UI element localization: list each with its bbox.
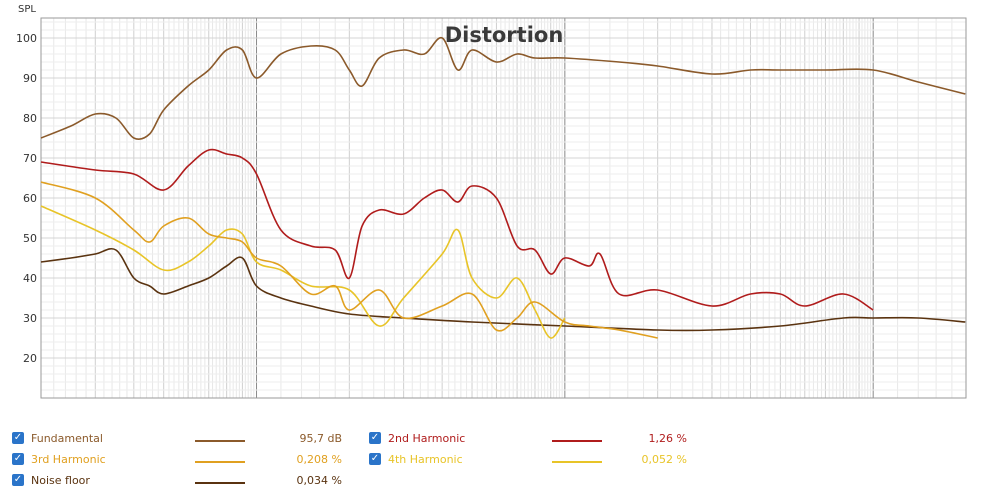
grid-lines bbox=[40, 17, 967, 399]
legend-value-2nd-harmonic: 1,26 % bbox=[648, 432, 687, 445]
legend-swatch-3rd-harmonic bbox=[195, 461, 245, 463]
y-tick-label: 20 bbox=[23, 352, 37, 365]
series-line-noise-floor bbox=[40, 247, 966, 332]
legend-label-2nd-harmonic: 2nd Harmonic bbox=[388, 432, 466, 445]
y-tick-label: 40 bbox=[23, 272, 37, 285]
checkbox-4th-harmonic[interactable]: ✓ bbox=[369, 453, 381, 465]
checkbox-2nd-harmonic[interactable]: ✓ bbox=[369, 432, 381, 444]
legend-swatch-fundamental bbox=[195, 440, 245, 442]
chart-title: Distortion bbox=[445, 23, 564, 47]
legend-item-2nd-harmonic[interactable]: ✓ 2nd Harmonic 1,26 % bbox=[369, 430, 709, 448]
chart-svg: 2030405060708090100203040506070801002003… bbox=[16, 4, 987, 421]
legend-value-3rd-harmonic: 0,208 % bbox=[296, 453, 342, 466]
legend-label-4th-harmonic: 4th Harmonic bbox=[388, 453, 463, 466]
checkbox-3rd-harmonic[interactable]: ✓ bbox=[12, 453, 24, 465]
checkbox-noise-floor[interactable]: ✓ bbox=[12, 474, 24, 486]
legend-swatch-2nd-harmonic bbox=[552, 440, 602, 442]
y-tick-label: 90 bbox=[23, 72, 37, 85]
y-tick-label: 30 bbox=[23, 312, 37, 325]
series-line-3rd-harmonic bbox=[40, 181, 658, 339]
legend-value-noise-floor: 0,034 % bbox=[296, 474, 342, 487]
legend-item-4th-harmonic[interactable]: ✓ 4th Harmonic 0,052 % bbox=[369, 451, 709, 469]
legend-value-fundamental: 95,7 dB bbox=[299, 432, 342, 445]
legend-item-fundamental[interactable]: ✓ Fundamental 95,7 dB bbox=[12, 430, 352, 448]
y-tick-label: 70 bbox=[23, 152, 37, 165]
series-line-fundamental bbox=[40, 37, 966, 140]
series-line-2nd-harmonic bbox=[40, 148, 874, 311]
legend-item-noise-floor[interactable]: ✓ Noise floor 0,034 % bbox=[12, 472, 352, 490]
legend-label-noise-floor: Noise floor bbox=[31, 474, 90, 487]
checkbox-fundamental[interactable]: ✓ bbox=[12, 432, 24, 444]
legend-label-3rd-harmonic: 3rd Harmonic bbox=[31, 453, 106, 466]
y-tick-label: 60 bbox=[23, 192, 37, 205]
y-tick-label: 80 bbox=[23, 112, 37, 125]
y-axis-label: SPL bbox=[18, 4, 36, 15]
legend-label-fundamental: Fundamental bbox=[31, 432, 103, 445]
y-tick-label: 50 bbox=[23, 232, 37, 245]
series-lines bbox=[40, 37, 966, 339]
distortion-chart: 2030405060708090100203040506070801002003… bbox=[16, 4, 987, 421]
legend-value-4th-harmonic: 0,052 % bbox=[641, 453, 687, 466]
legend-swatch-4th-harmonic bbox=[552, 461, 602, 463]
legend-swatch-noise-floor bbox=[195, 482, 245, 484]
legend: ✓ Fundamental 95,7 dB ✓ 2nd Harmonic 1,2… bbox=[0, 426, 987, 495]
y-tick-label: 100 bbox=[16, 32, 37, 45]
legend-item-3rd-harmonic[interactable]: ✓ 3rd Harmonic 0,208 % bbox=[12, 451, 352, 469]
